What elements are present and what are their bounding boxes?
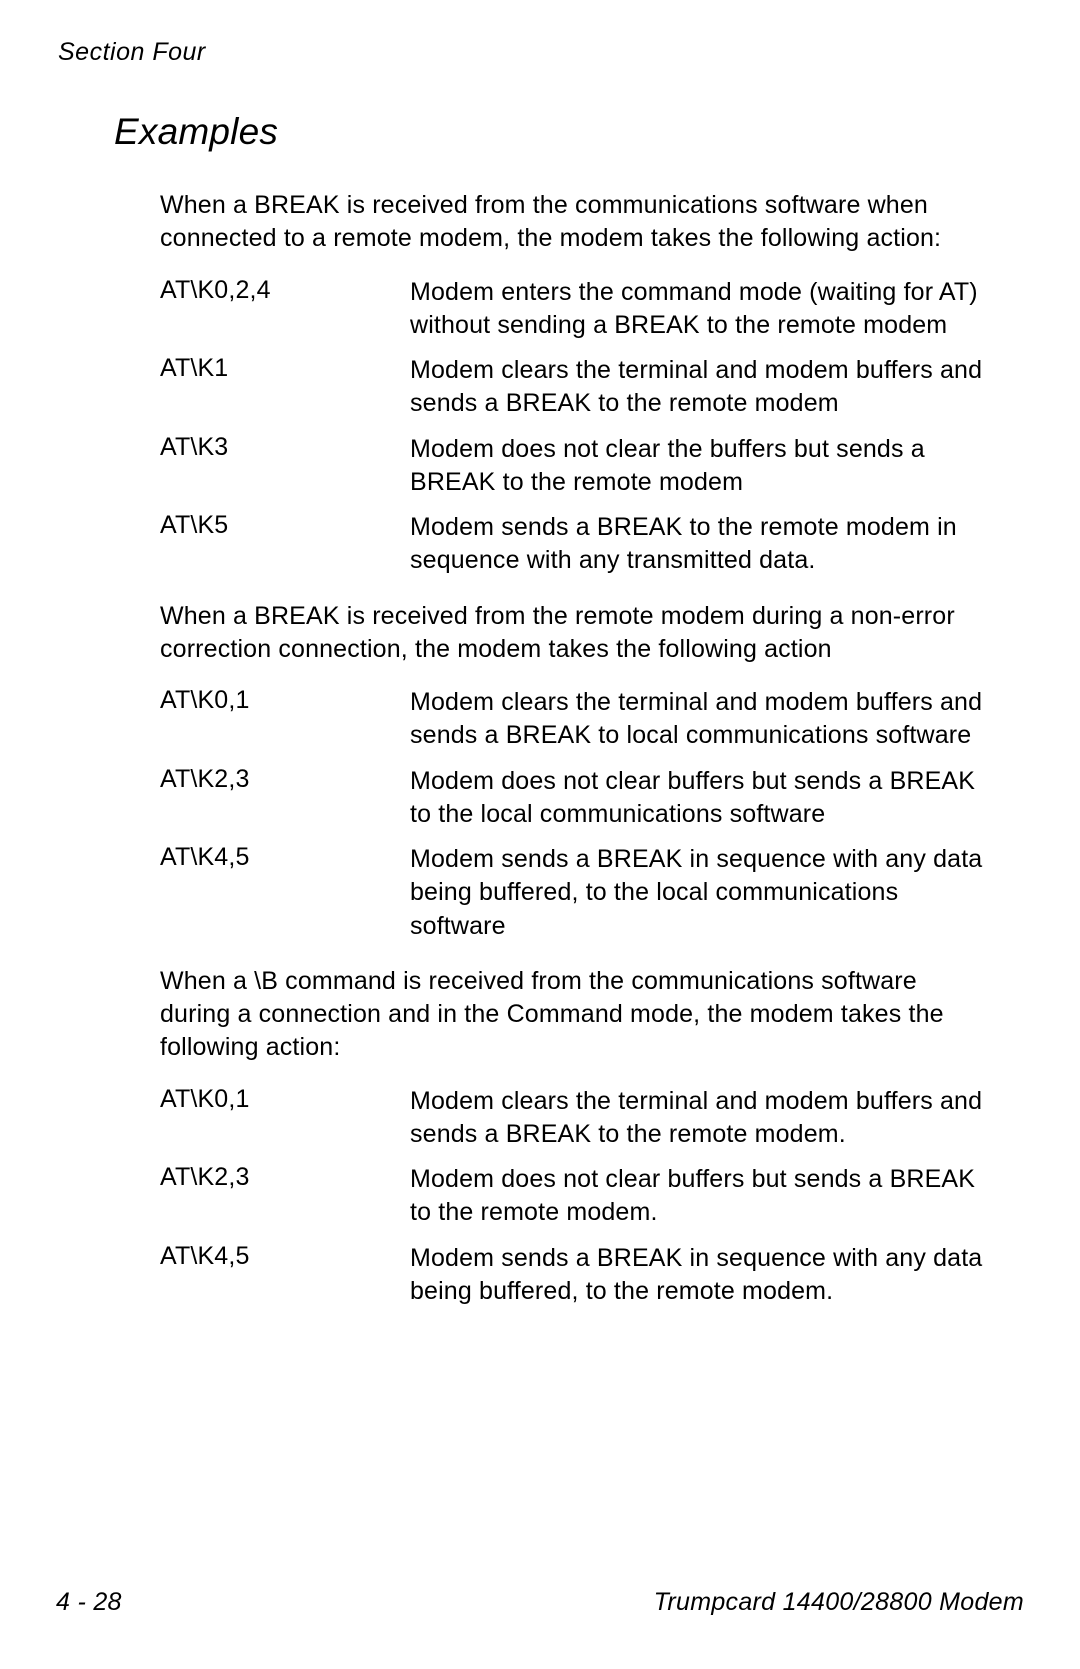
definition-term: AT\K2,3 bbox=[160, 1163, 410, 1192]
page-footer: 4 - 28 Trumpcard 14400/28800 Modem bbox=[56, 1588, 1024, 1617]
definition-row: AT\K2,3 Modem does not clear buffers but… bbox=[160, 1163, 994, 1230]
body-area: When a BREAK is received from the commun… bbox=[160, 189, 994, 1308]
definition-list-2: AT\K0,1 Modem clears the terminal and mo… bbox=[160, 686, 994, 943]
definition-term: AT\K0,1 bbox=[160, 1085, 410, 1114]
definition-term: AT\K5 bbox=[160, 511, 410, 540]
definition-description: Modem does not clear the buffers but sen… bbox=[410, 433, 994, 500]
definition-term: AT\K2,3 bbox=[160, 765, 410, 794]
definition-row: AT\K0,2,4 Modem enters the command mode … bbox=[160, 276, 994, 343]
definition-row: AT\K1 Modem clears the terminal and mode… bbox=[160, 354, 994, 421]
definition-term: AT\K4,5 bbox=[160, 1242, 410, 1271]
definition-row: AT\K5 Modem sends a BREAK to the remote … bbox=[160, 511, 994, 578]
definition-description: Modem clears the terminal and modem buff… bbox=[410, 1085, 994, 1152]
intro-paragraph-2: When a BREAK is received from the remote… bbox=[160, 600, 994, 667]
examples-title: Examples bbox=[114, 111, 1024, 153]
definition-row: AT\K3 Modem does not clear the buffers b… bbox=[160, 433, 994, 500]
definition-term: AT\K4,5 bbox=[160, 843, 410, 872]
definition-row: AT\K4,5 Modem sends a BREAK in sequence … bbox=[160, 843, 994, 943]
definition-description: Modem enters the command mode (waiting f… bbox=[410, 276, 994, 343]
definition-description: Modem sends a BREAK in sequence with any… bbox=[410, 1242, 994, 1309]
definition-description: Modem clears the terminal and modem buff… bbox=[410, 354, 994, 421]
definition-term: AT\K1 bbox=[160, 354, 410, 383]
definition-description: Modem sends a BREAK in sequence with any… bbox=[410, 843, 994, 943]
definition-list-3: AT\K0,1 Modem clears the terminal and mo… bbox=[160, 1085, 994, 1309]
definition-row: AT\K0,1 Modem clears the terminal and mo… bbox=[160, 686, 994, 753]
doc-title-footer: Trumpcard 14400/28800 Modem bbox=[654, 1588, 1024, 1617]
definition-row: AT\K2,3 Modem does not clear buffers but… bbox=[160, 765, 994, 832]
intro-paragraph-3: When a \B command is received from the c… bbox=[160, 965, 994, 1065]
page: Section Four Examples When a BREAK is re… bbox=[0, 0, 1080, 1669]
section-header: Section Four bbox=[58, 38, 1024, 67]
definition-description: Modem does not clear buffers but sends a… bbox=[410, 1163, 994, 1230]
intro-paragraph-1: When a BREAK is received from the commun… bbox=[160, 189, 994, 256]
definition-row: AT\K4,5 Modem sends a BREAK in sequence … bbox=[160, 1242, 994, 1309]
definition-description: Modem does not clear buffers but sends a… bbox=[410, 765, 994, 832]
page-number: 4 - 28 bbox=[56, 1588, 122, 1617]
definition-description: Modem clears the terminal and modem buff… bbox=[410, 686, 994, 753]
definition-term: AT\K0,2,4 bbox=[160, 276, 410, 305]
definition-row: AT\K0,1 Modem clears the terminal and mo… bbox=[160, 1085, 994, 1152]
definition-term: AT\K3 bbox=[160, 433, 410, 462]
definition-list-1: AT\K0,2,4 Modem enters the command mode … bbox=[160, 276, 994, 578]
definition-term: AT\K0,1 bbox=[160, 686, 410, 715]
definition-description: Modem sends a BREAK to the remote modem … bbox=[410, 511, 994, 578]
